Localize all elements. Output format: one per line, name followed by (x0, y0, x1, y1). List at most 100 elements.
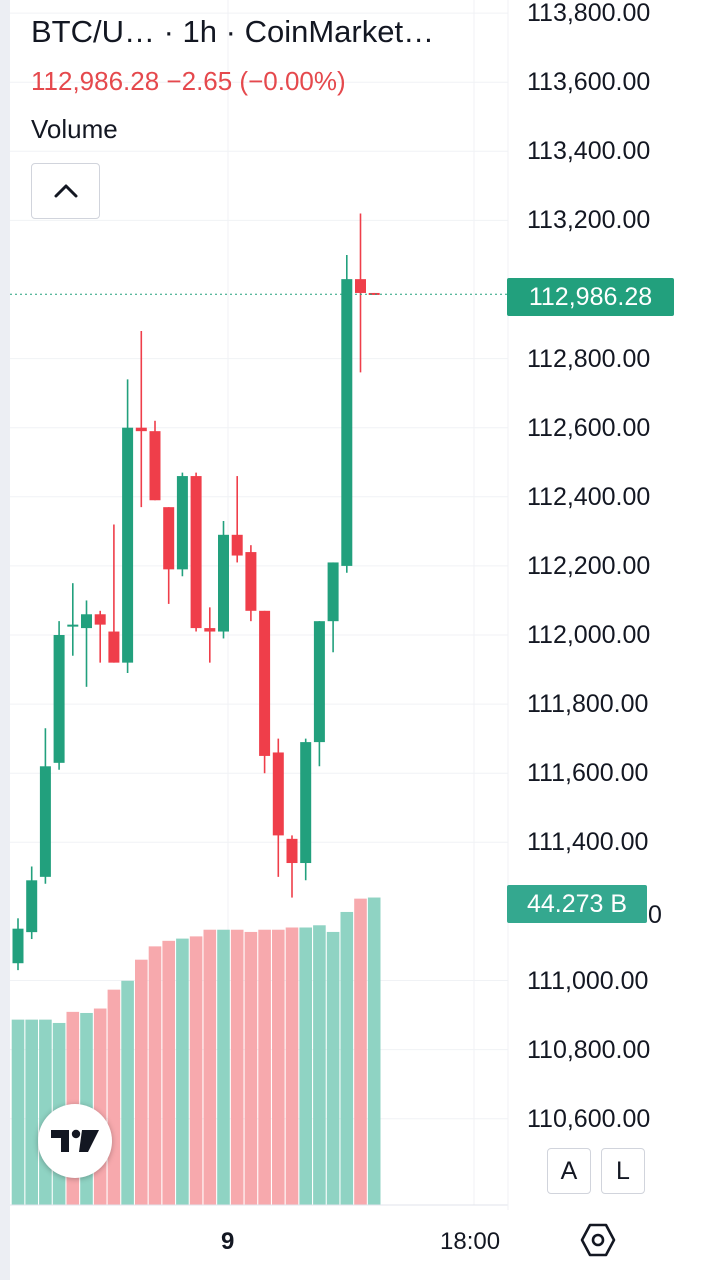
candle-body (190, 476, 202, 629)
candle (149, 420, 161, 501)
price-axis-label-partial: 0 (648, 901, 662, 929)
candle (272, 738, 284, 877)
volume-bar (203, 929, 217, 1205)
volume-bar (107, 989, 121, 1205)
candle (81, 600, 92, 687)
price-axis-label: 112,200.00 (527, 551, 651, 580)
candle (94, 610, 106, 663)
candle-body (81, 614, 92, 629)
candle-body (12, 928, 24, 964)
candle-body (94, 614, 106, 625)
collapse-legend-button[interactable] (31, 163, 100, 219)
candle (355, 213, 366, 373)
volume-bar (313, 925, 326, 1205)
candle (190, 472, 202, 632)
volume-bar (25, 1019, 38, 1205)
volume-bar (285, 927, 299, 1205)
price-axis-label: 110,600.00 (527, 1104, 651, 1133)
candle-body (26, 880, 38, 933)
price-axis-label: 111,400.00 (527, 828, 649, 857)
volume-bar (176, 938, 189, 1205)
price-axis-label: 111,000.00 (527, 966, 649, 995)
candle-body (176, 476, 188, 570)
volume-bar (258, 929, 271, 1205)
price-axis-label: 112,400.00 (527, 482, 651, 511)
candle-body (300, 742, 312, 864)
volume-bar (162, 940, 175, 1205)
candle (12, 918, 24, 971)
time-axis-label-time: 18:00 (440, 1228, 501, 1255)
price-axis-label: 112,000.00 (527, 621, 651, 649)
candle (108, 524, 120, 663)
auto-scale-button[interactable]: A (547, 1148, 591, 1194)
candle (218, 520, 229, 639)
candle-body (163, 507, 175, 570)
candle (313, 621, 325, 767)
volume-bar (244, 931, 258, 1205)
candle-body (355, 279, 366, 293)
candle (53, 621, 65, 770)
candle-body (218, 534, 229, 632)
volume-bar (230, 929, 244, 1205)
last-price-tag: 112,986.28 (507, 278, 674, 316)
candle-body (108, 631, 120, 663)
candle-body (122, 427, 134, 663)
chart-settings-button[interactable] (578, 1220, 618, 1260)
volume-bar (340, 911, 354, 1205)
hexagon-settings-icon (580, 1223, 616, 1257)
price-change-line: 112,986.28 −2.65 (−0.00%) (31, 66, 346, 96)
candle-body (341, 279, 353, 566)
candle (231, 476, 243, 563)
volume-bar (93, 1008, 107, 1205)
volume-bar (354, 898, 367, 1205)
price-axis-label: 113,400.00 (527, 137, 651, 166)
candle-body (272, 752, 284, 836)
volume-bar (217, 929, 230, 1205)
price-axis-label: 113,800.00 (527, 0, 651, 28)
time-axis-label-day: 9 (221, 1228, 235, 1255)
candle-body (149, 431, 161, 501)
price-axis-label: 113,600.00 (527, 68, 651, 97)
candle (245, 545, 257, 622)
price-axis-label: 110,800.00 (527, 1035, 651, 1064)
volume-value-tag: 44.273 B (507, 885, 647, 923)
volume-bar (148, 946, 162, 1205)
candlesticks (12, 213, 380, 971)
candle-body (231, 534, 243, 556)
left-edge-rail (0, 0, 10, 1280)
candle (259, 610, 271, 774)
price-axis-label: 112,600.00 (527, 413, 651, 442)
candle (300, 738, 312, 881)
price-axis-label: 111,600.00 (527, 759, 649, 788)
candle (341, 254, 353, 573)
candle (286, 835, 298, 898)
volume-bar (367, 897, 381, 1205)
volume-bar (272, 929, 285, 1205)
candle-body (53, 635, 65, 763)
volume-bars (11, 897, 381, 1205)
volume-bar (11, 1019, 25, 1205)
symbol-title[interactable]: BTC/U… · 1h · CoinMarket… (31, 14, 435, 49)
candle-body (286, 838, 298, 864)
volume-bar (135, 959, 148, 1205)
price-axis-label: 113,200.00 (527, 206, 651, 235)
candle (26, 866, 38, 940)
volume-indicator-label[interactable]: Volume (31, 114, 118, 144)
candle (39, 728, 51, 884)
candle-body (135, 427, 147, 432)
candle-body (313, 621, 325, 743)
candle (204, 607, 216, 663)
log-scale-button[interactable]: L (601, 1148, 645, 1194)
volume-bar (189, 936, 203, 1205)
candle (327, 562, 339, 653)
candle-body (259, 610, 271, 756)
price-axis-label: 112,800.00 (527, 344, 651, 373)
chevron-up-icon (54, 184, 77, 198)
candle-body (327, 562, 339, 622)
candle-body (245, 552, 257, 611)
tradingview-logo-icon[interactable] (38, 1104, 112, 1178)
candle (67, 583, 79, 656)
candle-body (368, 292, 380, 295)
candle-body (67, 624, 79, 627)
